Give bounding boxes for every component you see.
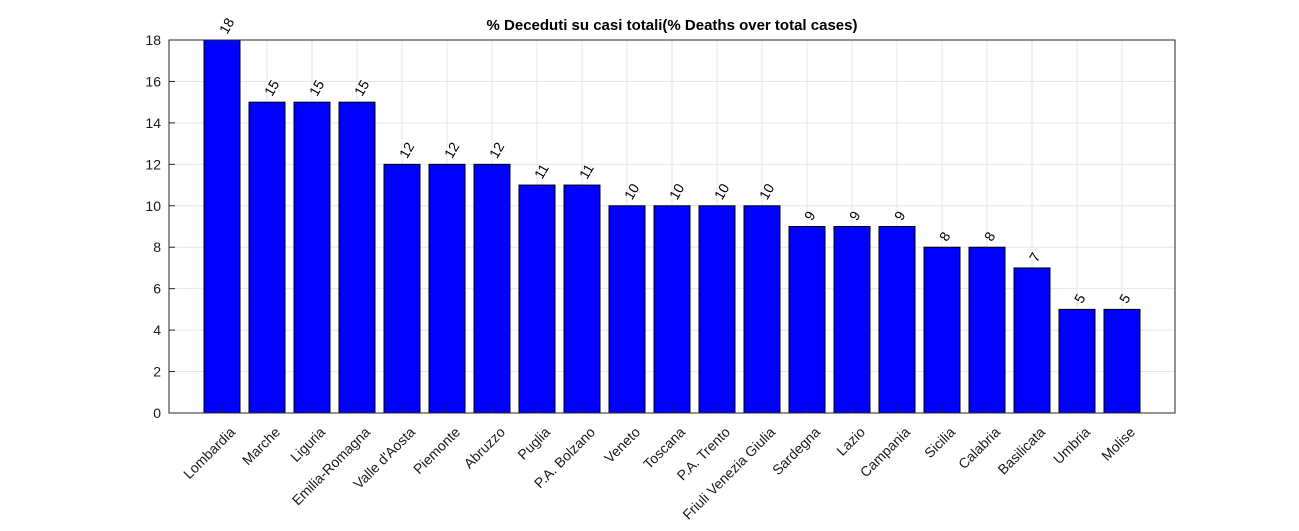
bar bbox=[923, 246, 961, 414]
bar bbox=[248, 101, 286, 414]
bar bbox=[1013, 267, 1051, 414]
chart-title: % Deceduti su casi totali(% Deaths over … bbox=[487, 17, 858, 34]
data-label: 5 bbox=[1071, 291, 1089, 306]
y-tick-label: 4 bbox=[153, 322, 161, 338]
x-tick-label: Sicilia bbox=[921, 424, 958, 461]
data-label: 10 bbox=[621, 181, 643, 203]
bar bbox=[473, 163, 511, 414]
data-label: 11 bbox=[531, 161, 552, 182]
y-tick-label: 14 bbox=[145, 115, 161, 131]
data-label: 5 bbox=[1116, 291, 1134, 306]
data-label: 15 bbox=[261, 77, 283, 99]
bar bbox=[968, 246, 1006, 414]
bar bbox=[608, 205, 646, 414]
x-tick-label: Lazio bbox=[833, 424, 868, 459]
data-label: 10 bbox=[711, 181, 733, 203]
x-tick-label: Puglia bbox=[514, 424, 553, 463]
y-tick-label: 16 bbox=[145, 73, 161, 89]
bar bbox=[1058, 308, 1096, 414]
data-label: 9 bbox=[801, 208, 819, 223]
bar bbox=[743, 205, 781, 414]
x-tick-label: Emilia-Romagna bbox=[289, 424, 374, 509]
y-tick-label: 8 bbox=[153, 239, 161, 255]
y-tick-label: 2 bbox=[153, 364, 161, 380]
y-tick-label: 10 bbox=[145, 198, 161, 214]
bar bbox=[788, 226, 826, 414]
axes bbox=[168, 39, 1176, 414]
data-label: 9 bbox=[846, 208, 864, 223]
x-tick-label: Marche bbox=[239, 424, 283, 468]
bar bbox=[203, 39, 241, 414]
x-tick-label: Abruzzo bbox=[460, 424, 508, 472]
data-label: 10 bbox=[756, 181, 778, 203]
x-tick-label: Sardegna bbox=[769, 424, 823, 478]
bar bbox=[878, 226, 916, 414]
data-label: 15 bbox=[306, 77, 328, 99]
x-tick-label: Liguria bbox=[287, 424, 328, 465]
data-label: 10 bbox=[666, 181, 688, 203]
bar bbox=[563, 184, 601, 414]
bar bbox=[383, 163, 421, 414]
x-tick-label: Basilicata bbox=[994, 424, 1048, 478]
bar bbox=[518, 184, 556, 414]
data-label: 7 bbox=[1026, 250, 1044, 265]
y-tick-label: 12 bbox=[145, 156, 161, 172]
x-tick-label: Lombardia bbox=[180, 424, 238, 482]
bar bbox=[338, 101, 376, 414]
data-label: 12 bbox=[441, 139, 463, 161]
x-tick-label: Veneto bbox=[601, 424, 643, 466]
data-label: 12 bbox=[486, 139, 508, 161]
y-tick-label: 0 bbox=[153, 405, 161, 421]
bar bbox=[1103, 308, 1141, 414]
data-label: 8 bbox=[936, 229, 954, 244]
bar bbox=[833, 226, 871, 414]
data-label: 8 bbox=[981, 229, 999, 244]
data-label: 11 bbox=[576, 161, 597, 182]
x-tick-label: Campania bbox=[857, 424, 914, 481]
bar bbox=[698, 205, 736, 414]
x-tick-label: Molise bbox=[1098, 424, 1138, 464]
x-tick-label: Piemonte bbox=[410, 424, 463, 477]
bars bbox=[203, 39, 1141, 414]
bar bbox=[653, 205, 691, 414]
data-label: 12 bbox=[396, 139, 418, 161]
y-tick-label: 6 bbox=[153, 281, 161, 297]
bar bbox=[428, 163, 466, 414]
data-label: 18 bbox=[216, 15, 238, 37]
data-label: 15 bbox=[351, 77, 373, 99]
y-tick-label: 18 bbox=[145, 32, 161, 48]
bar bbox=[293, 101, 331, 414]
data-label: 9 bbox=[891, 208, 909, 223]
x-tick-label: Umbria bbox=[1050, 424, 1093, 467]
